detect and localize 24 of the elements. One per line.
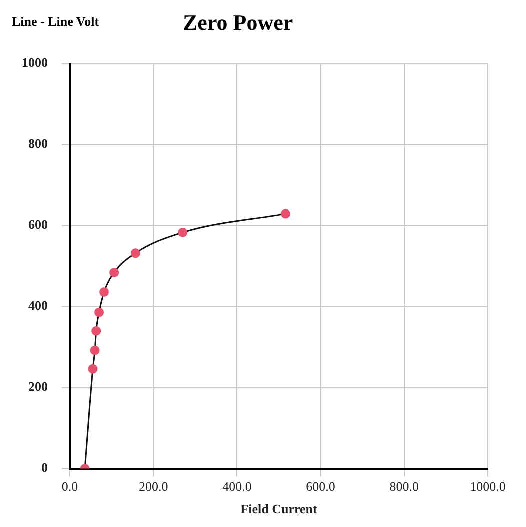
point <box>178 228 188 238</box>
x-tick-label: 200.0 <box>138 479 168 494</box>
x-tick-label: 1000.0 <box>470 479 506 494</box>
y-tick-label: 400 <box>28 298 48 314</box>
point <box>92 326 102 336</box>
point <box>90 346 100 356</box>
point <box>94 308 104 318</box>
point <box>110 268 120 278</box>
y-tick-label: 200 <box>28 379 48 394</box>
x-tick-label: 400.0 <box>222 479 252 494</box>
y-axis-title: Line - Line Volt <box>12 14 100 30</box>
y-tick-label: 800 <box>28 136 48 152</box>
x-tick-label: 600.0 <box>306 479 336 494</box>
x-tick-label: 800.0 <box>390 479 420 494</box>
y-tick-label: 0 <box>42 460 48 476</box>
point <box>130 248 140 258</box>
point <box>100 287 110 297</box>
chart-title: Zero Power <box>183 10 294 36</box>
y-tick-label: 1000 <box>22 55 48 70</box>
x-axis-title: Field Current <box>240 502 318 517</box>
point <box>88 364 98 374</box>
y-tick-label: 600 <box>28 217 48 232</box>
point <box>280 209 290 219</box>
x-tick-label: 0.0 <box>62 479 78 494</box>
